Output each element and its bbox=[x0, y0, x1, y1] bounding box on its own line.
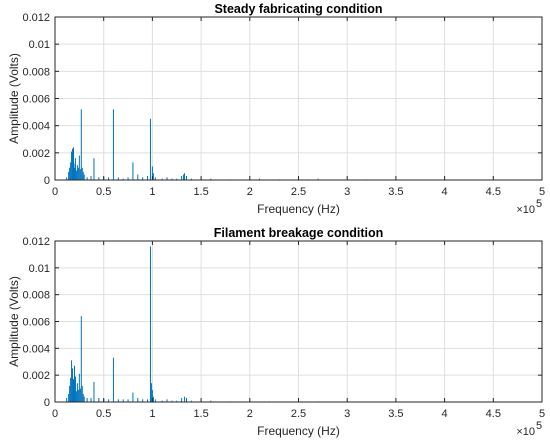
chart-2-y-tick-label: 0.004 bbox=[22, 343, 50, 355]
chart-1-x-axis-label: Frequency (Hz) bbox=[257, 202, 340, 216]
chart-2-x-tick-label: 4 bbox=[442, 408, 448, 420]
chart-1-x-tick-label: 4 bbox=[442, 186, 448, 198]
chart-2-x-tick-label: 3.5 bbox=[388, 408, 403, 420]
chart-1-x-tick-label: 2 bbox=[247, 186, 253, 198]
chart-1-x-tick-label: 3 bbox=[344, 186, 350, 198]
chart-2-x-tick-label: 3 bbox=[344, 408, 350, 420]
chart-1-x-tick-label: 4.5 bbox=[486, 186, 501, 198]
chart-1-x-tick-label: 2.5 bbox=[291, 186, 306, 198]
chart-1-x-tick-label: 0 bbox=[52, 186, 58, 198]
chart-2-title: Filament breakage condition bbox=[214, 226, 383, 240]
chart-1-title: Steady fabricating condition bbox=[214, 2, 382, 16]
chart-2-x-axis-label: Frequency (Hz) bbox=[257, 424, 340, 438]
chart-2-y-axis-label: Amplitude (Volts) bbox=[7, 276, 21, 367]
chart-2-x-tick-label: 1.5 bbox=[193, 408, 208, 420]
chart-2-y-tick-label: 0.01 bbox=[29, 263, 50, 275]
chart-2-x-tick-label: 2 bbox=[247, 408, 253, 420]
chart-1-y-tick-label: 0 bbox=[44, 175, 50, 187]
chart-2-y-tick-label: 0.008 bbox=[22, 290, 50, 302]
chart-1-y-axis-label: Amplitude (Volts) bbox=[7, 53, 21, 144]
chart-1-x-tick-label: 5 bbox=[539, 186, 545, 198]
chart-2-x-tick-label: 0 bbox=[52, 408, 58, 420]
chart-2-x-tick-label: 2.5 bbox=[291, 408, 306, 420]
chart-2-x-tick-label: 1 bbox=[149, 408, 155, 420]
chart-1-x-exponent-label: ×10 bbox=[516, 204, 535, 216]
chart-1-y-tick-label: 0.006 bbox=[22, 94, 50, 106]
chart-2-y-tick-label: 0.012 bbox=[22, 236, 50, 248]
chart-2-x-tick-label: 4.5 bbox=[486, 408, 501, 420]
chart-1-x-tick-label: 1.5 bbox=[193, 186, 208, 198]
chart-1-y-tick-label: 0.01 bbox=[29, 39, 50, 51]
chart-2-x-tick-label: 0.5 bbox=[96, 408, 111, 420]
chart-1-x-tick-label: 0.5 bbox=[96, 186, 111, 198]
chart-1-y-tick-label: 0.004 bbox=[22, 121, 50, 133]
chart-2-y-tick-label: 0.002 bbox=[22, 370, 50, 382]
chart-2-y-tick-label: 0 bbox=[44, 397, 50, 409]
chart-2-x-exponent-power: 5 bbox=[536, 420, 542, 432]
chart-1-x-tick-label: 1 bbox=[149, 186, 155, 198]
chart-1-x-exponent-power: 5 bbox=[536, 198, 542, 210]
chart-2-x-exponent-label: ×10 bbox=[516, 426, 535, 438]
chart-1-y-tick-label: 0.012 bbox=[22, 12, 50, 24]
chart-1-y-tick-label: 0.002 bbox=[22, 148, 50, 160]
chart-2-x-tick-label: 5 bbox=[539, 408, 545, 420]
chart-2-y-tick-label: 0.006 bbox=[22, 317, 50, 329]
chart-1-y-tick-label: 0.008 bbox=[22, 66, 50, 78]
chart-1-x-tick-label: 3.5 bbox=[388, 186, 403, 198]
